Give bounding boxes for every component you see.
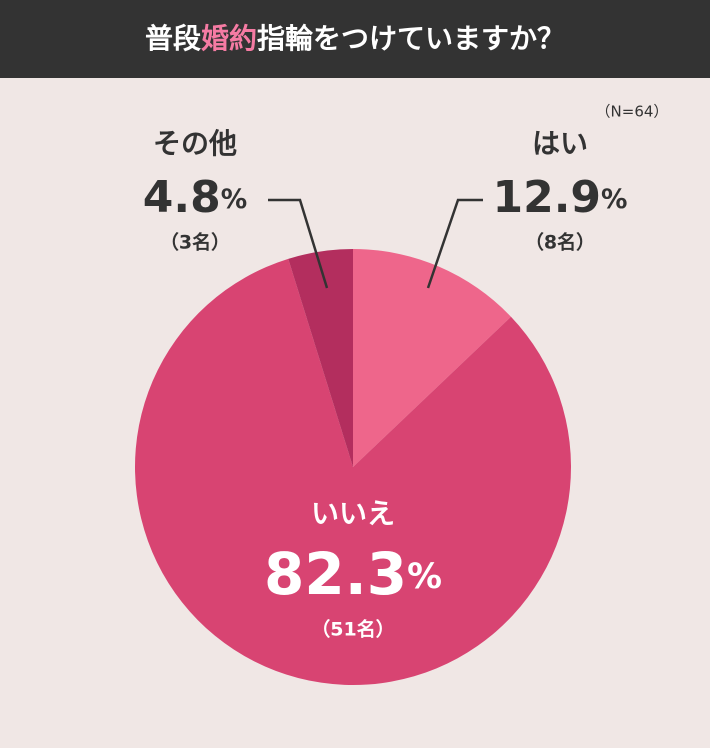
count-label: （51名） (311, 618, 394, 641)
pie-slice (134, 258, 571, 685)
category-label: はい (532, 127, 588, 160)
title-part: 指輪をつけていますか？ (257, 22, 565, 55)
value-label: 12.9% (492, 172, 627, 223)
chart-title: 普段婚約指輪をつけていますか？ (145, 22, 565, 55)
pie-slice (353, 249, 511, 467)
pie (134, 249, 571, 685)
leader-line (426, 198, 483, 289)
category-label: その他 (153, 127, 237, 160)
sample-note: （N=64） (596, 103, 669, 121)
title-part: 普段 (145, 22, 201, 55)
title-bar (0, 0, 710, 78)
category-label: いいえ (311, 497, 395, 530)
title-part: 婚約 (201, 22, 257, 55)
value-label: 82.3% (264, 540, 442, 608)
labels: はい 12.9% （8名） いいえ 82.3% （51名） その他 4.8% （3名） (143, 127, 628, 641)
value-label: 4.8% (143, 172, 247, 223)
count-label: （3名） (160, 231, 230, 254)
count-label: （8名） (525, 231, 595, 254)
leader-line (268, 198, 329, 289)
pie-slice (288, 249, 353, 467)
